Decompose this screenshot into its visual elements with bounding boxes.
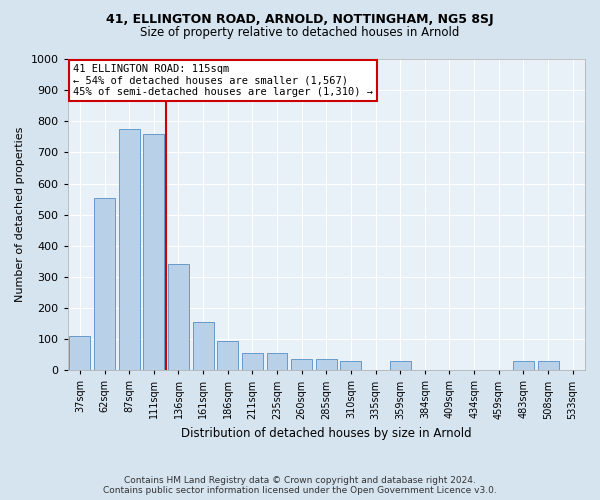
Bar <box>340 361 361 370</box>
Text: Size of property relative to detached houses in Arnold: Size of property relative to detached ho… <box>140 26 460 39</box>
Bar <box>390 361 410 370</box>
Bar <box>193 322 214 370</box>
Bar <box>513 361 534 370</box>
Bar <box>143 134 164 370</box>
Bar <box>168 264 189 370</box>
Text: Contains HM Land Registry data © Crown copyright and database right 2024.
Contai: Contains HM Land Registry data © Crown c… <box>103 476 497 495</box>
X-axis label: Distribution of detached houses by size in Arnold: Distribution of detached houses by size … <box>181 427 472 440</box>
Y-axis label: Number of detached properties: Number of detached properties <box>15 127 25 302</box>
Bar <box>70 336 91 370</box>
Bar <box>266 353 287 370</box>
Bar <box>316 360 337 370</box>
Bar <box>242 353 263 370</box>
Bar <box>291 360 312 370</box>
Bar <box>94 198 115 370</box>
Bar <box>217 340 238 370</box>
Bar <box>119 129 140 370</box>
Text: 41 ELLINGTON ROAD: 115sqm
← 54% of detached houses are smaller (1,567)
45% of se: 41 ELLINGTON ROAD: 115sqm ← 54% of detac… <box>73 64 373 97</box>
Bar <box>538 361 559 370</box>
Text: 41, ELLINGTON ROAD, ARNOLD, NOTTINGHAM, NG5 8SJ: 41, ELLINGTON ROAD, ARNOLD, NOTTINGHAM, … <box>106 12 494 26</box>
